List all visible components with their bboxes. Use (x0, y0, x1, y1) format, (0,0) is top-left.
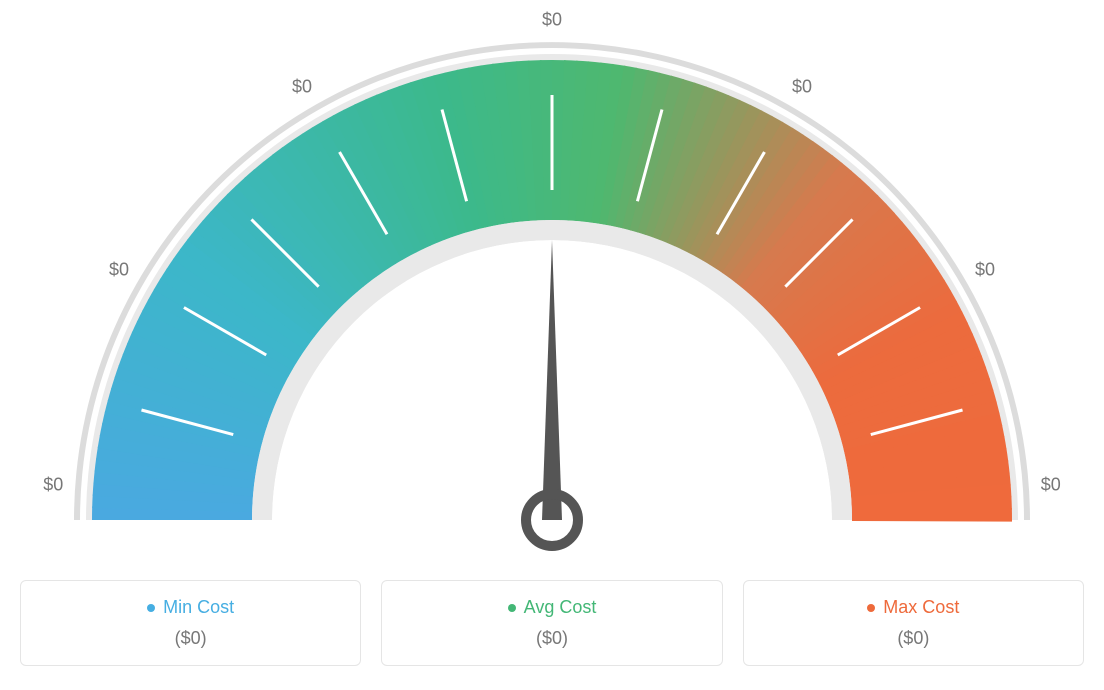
legend-label-min: Min Cost (163, 597, 234, 618)
legend-title-avg: Avg Cost (508, 597, 597, 618)
legend-value-min: ($0) (33, 628, 348, 649)
gauge-scale-label: $0 (1041, 475, 1061, 496)
gauge-scale-label: $0 (109, 260, 129, 281)
legend-dot-min (147, 604, 155, 612)
gauge-scale-label: $0 (792, 76, 812, 97)
legend-label-max: Max Cost (883, 597, 959, 618)
legend-value-max: ($0) (756, 628, 1071, 649)
gauge-scale-label: $0 (43, 475, 63, 496)
legend-title-max: Max Cost (867, 597, 959, 618)
gauge-svg (20, 20, 1084, 560)
gauge-scale-label: $0 (292, 76, 312, 97)
legend-dot-avg (508, 604, 516, 612)
legend-value-avg: ($0) (394, 628, 709, 649)
gauge-scale-label: $0 (542, 10, 562, 31)
gauge-chart: $0$0$0$0$0$0$0 (20, 20, 1084, 560)
legend-card-max: Max Cost ($0) (743, 580, 1084, 666)
gauge-scale-label: $0 (975, 260, 995, 281)
legend-card-min: Min Cost ($0) (20, 580, 361, 666)
legend-dot-max (867, 604, 875, 612)
legend-title-min: Min Cost (147, 597, 234, 618)
legend-card-avg: Avg Cost ($0) (381, 580, 722, 666)
legend-row: Min Cost ($0) Avg Cost ($0) Max Cost ($0… (20, 580, 1084, 666)
legend-label-avg: Avg Cost (524, 597, 597, 618)
